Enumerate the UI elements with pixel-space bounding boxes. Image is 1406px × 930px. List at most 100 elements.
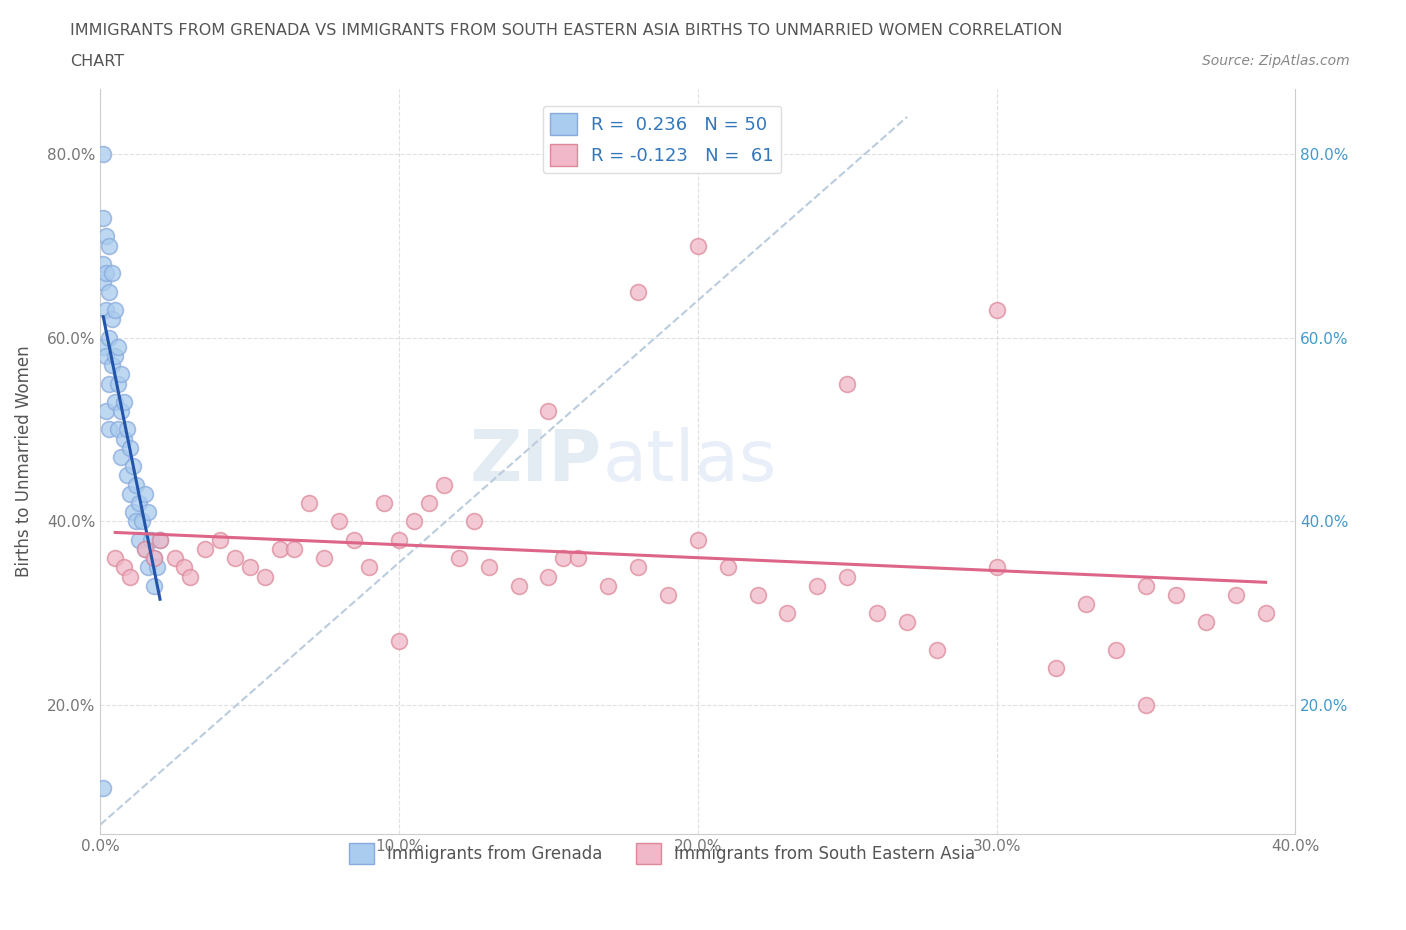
Point <box>96 349 118 364</box>
Point <box>686 532 709 547</box>
Point <box>925 643 948 658</box>
Point <box>91 146 114 161</box>
Point <box>101 266 124 281</box>
Point <box>134 541 156 556</box>
Point <box>143 578 166 593</box>
Point <box>98 285 121 299</box>
Point <box>314 551 336 565</box>
Point <box>837 376 859 391</box>
Text: CHART: CHART <box>70 54 124 69</box>
Legend: Immigrants from Grenada, Immigrants from South Eastern Asia: Immigrants from Grenada, Immigrants from… <box>342 837 981 870</box>
Point <box>101 358 124 373</box>
Point <box>112 394 135 409</box>
Point <box>657 588 679 603</box>
Point <box>96 404 118 418</box>
Point <box>343 532 366 547</box>
Point <box>120 441 142 456</box>
Point <box>128 532 150 547</box>
Point <box>122 458 145 473</box>
Point <box>110 366 132 381</box>
Point <box>134 486 156 501</box>
Point <box>447 551 470 565</box>
Point <box>986 302 1008 317</box>
Point <box>866 605 889 620</box>
Point <box>104 302 127 317</box>
Point <box>146 560 169 575</box>
Point <box>388 532 411 547</box>
Point <box>120 569 142 584</box>
Point <box>239 560 262 575</box>
Point <box>91 210 114 225</box>
Point <box>717 560 740 575</box>
Point <box>96 266 118 281</box>
Point <box>359 560 381 575</box>
Point <box>128 496 150 511</box>
Point <box>143 551 166 565</box>
Point <box>1135 578 1157 593</box>
Point <box>98 422 121 437</box>
Point <box>136 505 159 520</box>
Point <box>537 569 560 584</box>
Point <box>110 449 132 464</box>
Point <box>120 486 142 501</box>
Point <box>107 376 129 391</box>
Point <box>269 541 291 556</box>
Point <box>98 330 121 345</box>
Point <box>986 560 1008 575</box>
Point <box>463 514 485 529</box>
Point <box>107 422 129 437</box>
Point <box>627 285 650 299</box>
Point <box>837 569 859 584</box>
Point <box>253 569 276 584</box>
Point <box>98 238 121 253</box>
Point <box>143 551 166 565</box>
Point <box>418 496 440 511</box>
Point <box>747 588 769 603</box>
Point <box>1045 661 1067 676</box>
Point <box>91 257 114 272</box>
Point <box>134 541 156 556</box>
Point <box>104 551 127 565</box>
Point <box>115 468 138 483</box>
Point <box>283 541 305 556</box>
Text: Source: ZipAtlas.com: Source: ZipAtlas.com <box>1202 54 1350 68</box>
Point <box>776 605 799 620</box>
Point <box>298 496 321 511</box>
Point <box>91 275 114 290</box>
Text: ZIP: ZIP <box>470 427 602 496</box>
Point <box>96 229 118 244</box>
Point <box>112 560 135 575</box>
Point <box>125 514 148 529</box>
Text: atlas: atlas <box>602 427 776 496</box>
Point <box>598 578 620 593</box>
Point <box>91 339 114 354</box>
Point <box>173 560 195 575</box>
Point <box>224 551 246 565</box>
Point <box>131 514 153 529</box>
Point <box>125 477 148 492</box>
Point <box>537 404 560 418</box>
Point <box>194 541 217 556</box>
Point <box>149 532 172 547</box>
Point <box>478 560 501 575</box>
Point <box>1195 615 1218 630</box>
Point <box>104 394 127 409</box>
Point <box>91 780 114 795</box>
Point <box>567 551 589 565</box>
Point <box>208 532 231 547</box>
Point <box>1225 588 1247 603</box>
Point <box>508 578 530 593</box>
Text: IMMIGRANTS FROM GRENADA VS IMMIGRANTS FROM SOUTH EASTERN ASIA BIRTHS TO UNMARRIE: IMMIGRANTS FROM GRENADA VS IMMIGRANTS FR… <box>70 23 1063 38</box>
Point <box>115 422 138 437</box>
Point <box>136 560 159 575</box>
Point <box>433 477 456 492</box>
Point <box>896 615 918 630</box>
Point <box>1076 597 1098 612</box>
Point <box>1254 605 1277 620</box>
Point <box>373 496 395 511</box>
Point <box>107 339 129 354</box>
Point <box>104 349 127 364</box>
Point <box>149 532 172 547</box>
Point <box>101 312 124 326</box>
Point <box>110 404 132 418</box>
